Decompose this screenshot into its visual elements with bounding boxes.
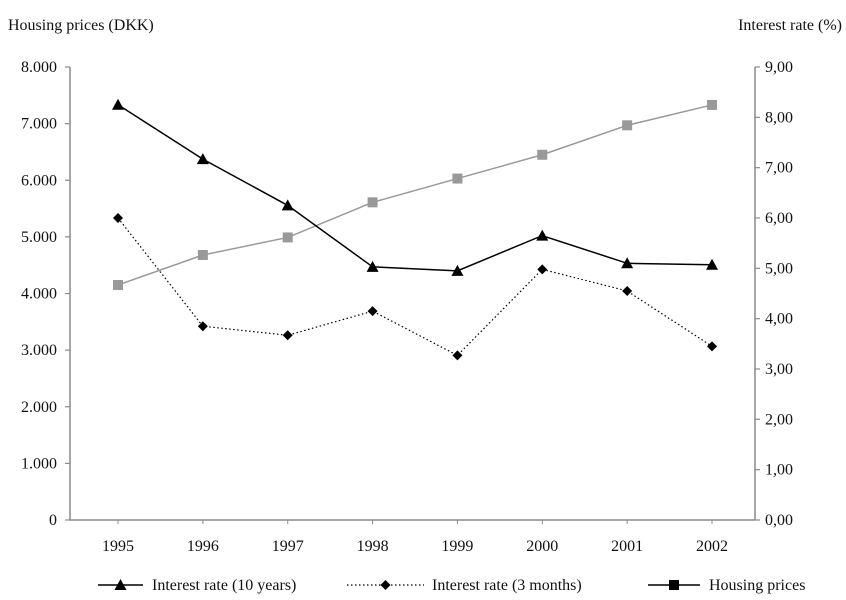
right-tick-label: 7,00 <box>765 160 793 177</box>
x-tick-label: 2000 <box>526 538 558 555</box>
series-layer <box>112 98 718 361</box>
data-point <box>196 153 209 165</box>
x-tick-label: 1995 <box>102 538 134 555</box>
x-tick-label: 1996 <box>187 538 219 555</box>
series-0 <box>112 98 718 276</box>
data-point <box>452 350 463 361</box>
x-tick-label: 1999 <box>441 538 473 555</box>
data-point <box>282 232 293 243</box>
data-point <box>621 257 634 269</box>
left-tick-label: 5.000 <box>21 229 57 246</box>
series-line <box>117 104 713 272</box>
left-tick-label: 3.000 <box>21 342 57 359</box>
x-tick-label: 2001 <box>611 538 643 555</box>
series-line <box>117 104 713 286</box>
right-tick-label: 0,00 <box>765 512 793 529</box>
legend-item: Interest rate (3 months) <box>347 577 582 594</box>
x-tick-label: 1998 <box>357 538 389 555</box>
right-axis-title: Interest rate (%) <box>738 17 842 34</box>
legend-marker <box>114 579 127 590</box>
data-point <box>707 99 717 110</box>
legend: Interest rate (10 years) Interest rate (3… <box>98 577 805 594</box>
series-line <box>117 217 713 357</box>
data-point <box>622 285 633 296</box>
left-tick-label: 6.000 <box>21 172 57 189</box>
right-tick-label: 2,00 <box>765 411 793 428</box>
left-tick-label: 8.000 <box>21 59 57 76</box>
data-point <box>452 173 463 184</box>
legend-marker <box>669 580 679 590</box>
data-point <box>112 98 124 110</box>
data-point <box>707 341 717 352</box>
data-point <box>451 264 464 276</box>
right-tick-label: 4,00 <box>765 311 793 328</box>
data-point <box>197 249 208 260</box>
left-axis-title: Housing prices (DKK) <box>8 17 154 34</box>
data-point <box>536 229 549 241</box>
legend-marker <box>380 580 391 590</box>
right-tick-label: 1,00 <box>765 462 793 479</box>
legend-label: Interest rate (10 years) <box>152 577 296 594</box>
right-tick-label: 8,00 <box>765 109 793 126</box>
left-tick-label: 0 <box>49 512 57 529</box>
legend-item: Interest rate (10 years) <box>98 577 296 594</box>
axes: 0 1.000 2.000 3.000 4.000 5.000 6.000 7.000 8.00… <box>21 59 793 555</box>
data-point <box>281 199 294 211</box>
legend-label: Housing prices <box>709 577 805 594</box>
data-point <box>282 330 293 341</box>
left-tick-label: 2.000 <box>21 399 57 416</box>
right-tick-label: 9,00 <box>765 59 793 76</box>
legend-label: Interest rate (3 months) <box>432 577 582 594</box>
data-point <box>622 120 633 131</box>
data-point <box>537 149 548 160</box>
data-point <box>537 264 548 275</box>
left-tick-label: 4.000 <box>21 286 57 303</box>
right-tick-label: 3,00 <box>765 361 793 378</box>
data-point <box>367 306 378 317</box>
right-tick-label: 5,00 <box>765 260 793 277</box>
left-tick-label: 1.000 <box>21 455 57 472</box>
series-1 <box>113 213 717 361</box>
legend-item: Housing prices <box>648 577 805 594</box>
data-point <box>706 258 718 270</box>
x-tick-label: 2002 <box>696 538 728 555</box>
data-point <box>366 260 379 272</box>
right-tick-label: 6,00 <box>765 210 793 227</box>
left-tick-label: 7.000 <box>21 116 57 133</box>
data-point <box>113 213 123 223</box>
data-point <box>197 321 208 332</box>
data-point <box>367 197 378 208</box>
x-tick-label: 1997 <box>272 538 304 555</box>
series-2 <box>113 99 717 291</box>
data-point <box>113 280 123 291</box>
